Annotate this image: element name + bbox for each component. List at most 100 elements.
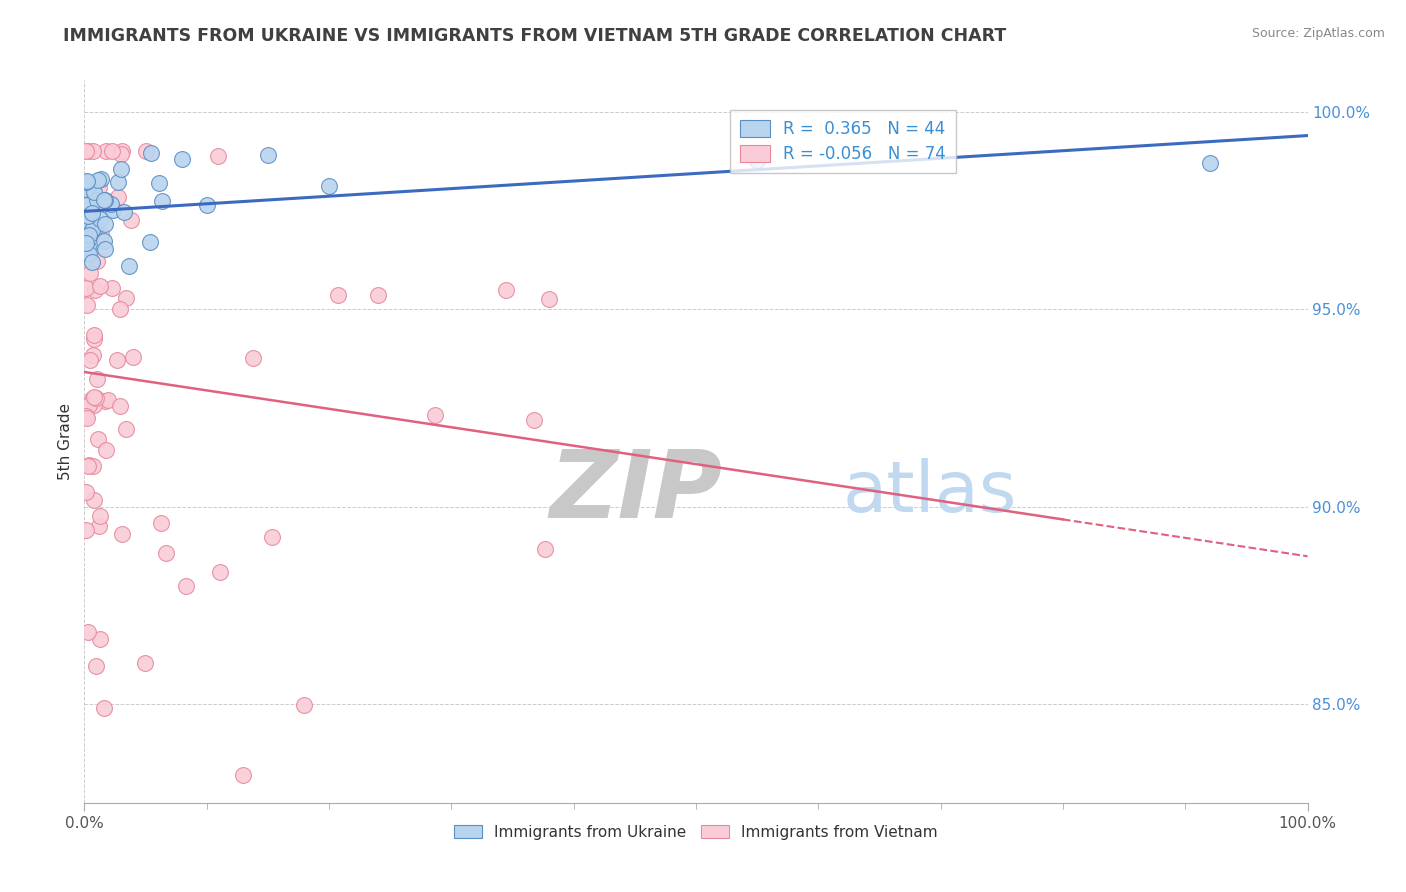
Point xyxy=(90,172,112,186)
Point xyxy=(76,174,98,188)
Point xyxy=(89,509,111,524)
Point xyxy=(79,458,101,473)
Point xyxy=(82,348,104,362)
Point xyxy=(495,283,517,297)
Point xyxy=(111,145,134,159)
Point xyxy=(232,768,254,782)
Point xyxy=(80,392,103,406)
Point xyxy=(84,659,107,673)
Point xyxy=(148,176,170,190)
Point xyxy=(77,458,100,473)
Point xyxy=(79,212,101,227)
Point xyxy=(94,217,117,231)
Point xyxy=(93,193,115,207)
Point xyxy=(75,409,97,424)
Point xyxy=(94,394,117,409)
Point xyxy=(77,247,100,261)
Point xyxy=(83,221,105,235)
Point xyxy=(534,542,557,557)
Point xyxy=(75,236,97,251)
Point xyxy=(242,351,264,365)
Point xyxy=(328,287,350,301)
Point xyxy=(75,281,97,295)
Point xyxy=(103,202,125,217)
Point xyxy=(80,226,103,240)
Text: atlas: atlas xyxy=(842,458,1017,526)
Point xyxy=(94,193,117,207)
Point xyxy=(77,145,100,159)
Point xyxy=(425,408,447,422)
Point xyxy=(79,265,101,279)
Text: ZIP: ZIP xyxy=(550,446,723,538)
Point xyxy=(747,153,769,167)
Point xyxy=(172,152,194,166)
Y-axis label: 5th Grade: 5th Grade xyxy=(58,403,73,480)
Point xyxy=(134,657,156,671)
Point xyxy=(117,259,139,273)
Point xyxy=(93,242,115,256)
Point xyxy=(75,485,97,500)
Point xyxy=(93,701,115,715)
Point xyxy=(208,565,231,579)
Point xyxy=(82,205,104,219)
Point xyxy=(75,182,97,196)
Point xyxy=(77,228,100,243)
Point xyxy=(83,399,105,413)
Point xyxy=(139,235,162,250)
Point xyxy=(94,145,117,159)
Text: Source: ZipAtlas.com: Source: ZipAtlas.com xyxy=(1251,27,1385,40)
Point xyxy=(108,400,131,414)
Point xyxy=(82,459,104,474)
Point xyxy=(80,255,103,269)
Point xyxy=(195,197,218,211)
Point xyxy=(75,198,97,212)
Point xyxy=(82,145,104,159)
Point xyxy=(77,194,100,208)
Point xyxy=(122,350,145,364)
Point xyxy=(114,291,136,305)
Point xyxy=(87,180,110,194)
Point xyxy=(155,546,177,560)
Point xyxy=(150,194,173,209)
Point xyxy=(75,145,97,159)
Point xyxy=(110,161,132,176)
Point xyxy=(97,392,120,407)
Point xyxy=(79,352,101,367)
Point xyxy=(174,579,197,593)
Point xyxy=(367,288,389,302)
Point xyxy=(318,178,340,193)
Legend: Immigrants from Ukraine, Immigrants from Vietnam: Immigrants from Ukraine, Immigrants from… xyxy=(449,819,943,846)
Point xyxy=(82,217,104,231)
Point xyxy=(89,518,111,533)
Point xyxy=(1198,155,1220,169)
Point xyxy=(139,145,162,160)
Point xyxy=(207,149,229,163)
Point xyxy=(292,698,315,713)
Point xyxy=(83,492,105,507)
Point xyxy=(149,516,172,530)
Point xyxy=(83,328,105,343)
Point xyxy=(86,372,108,386)
Point xyxy=(110,146,132,161)
Point xyxy=(89,212,111,227)
Point xyxy=(115,422,138,436)
Point xyxy=(75,175,97,189)
Point xyxy=(94,443,117,458)
Point xyxy=(77,225,100,239)
Point xyxy=(76,215,98,229)
Point xyxy=(523,413,546,427)
Point xyxy=(107,190,129,204)
Point xyxy=(84,283,107,297)
Point xyxy=(257,148,280,162)
Text: IMMIGRANTS FROM UKRAINE VS IMMIGRANTS FROM VIETNAM 5TH GRADE CORRELATION CHART: IMMIGRANTS FROM UKRAINE VS IMMIGRANTS FR… xyxy=(63,27,1007,45)
Point xyxy=(83,332,105,346)
Point xyxy=(77,209,100,223)
Point xyxy=(84,391,107,405)
Point xyxy=(76,410,98,425)
Point xyxy=(87,173,110,187)
Point xyxy=(101,145,124,159)
Point xyxy=(77,624,100,639)
Point xyxy=(89,632,111,646)
Point xyxy=(87,432,110,446)
Point xyxy=(77,398,100,412)
